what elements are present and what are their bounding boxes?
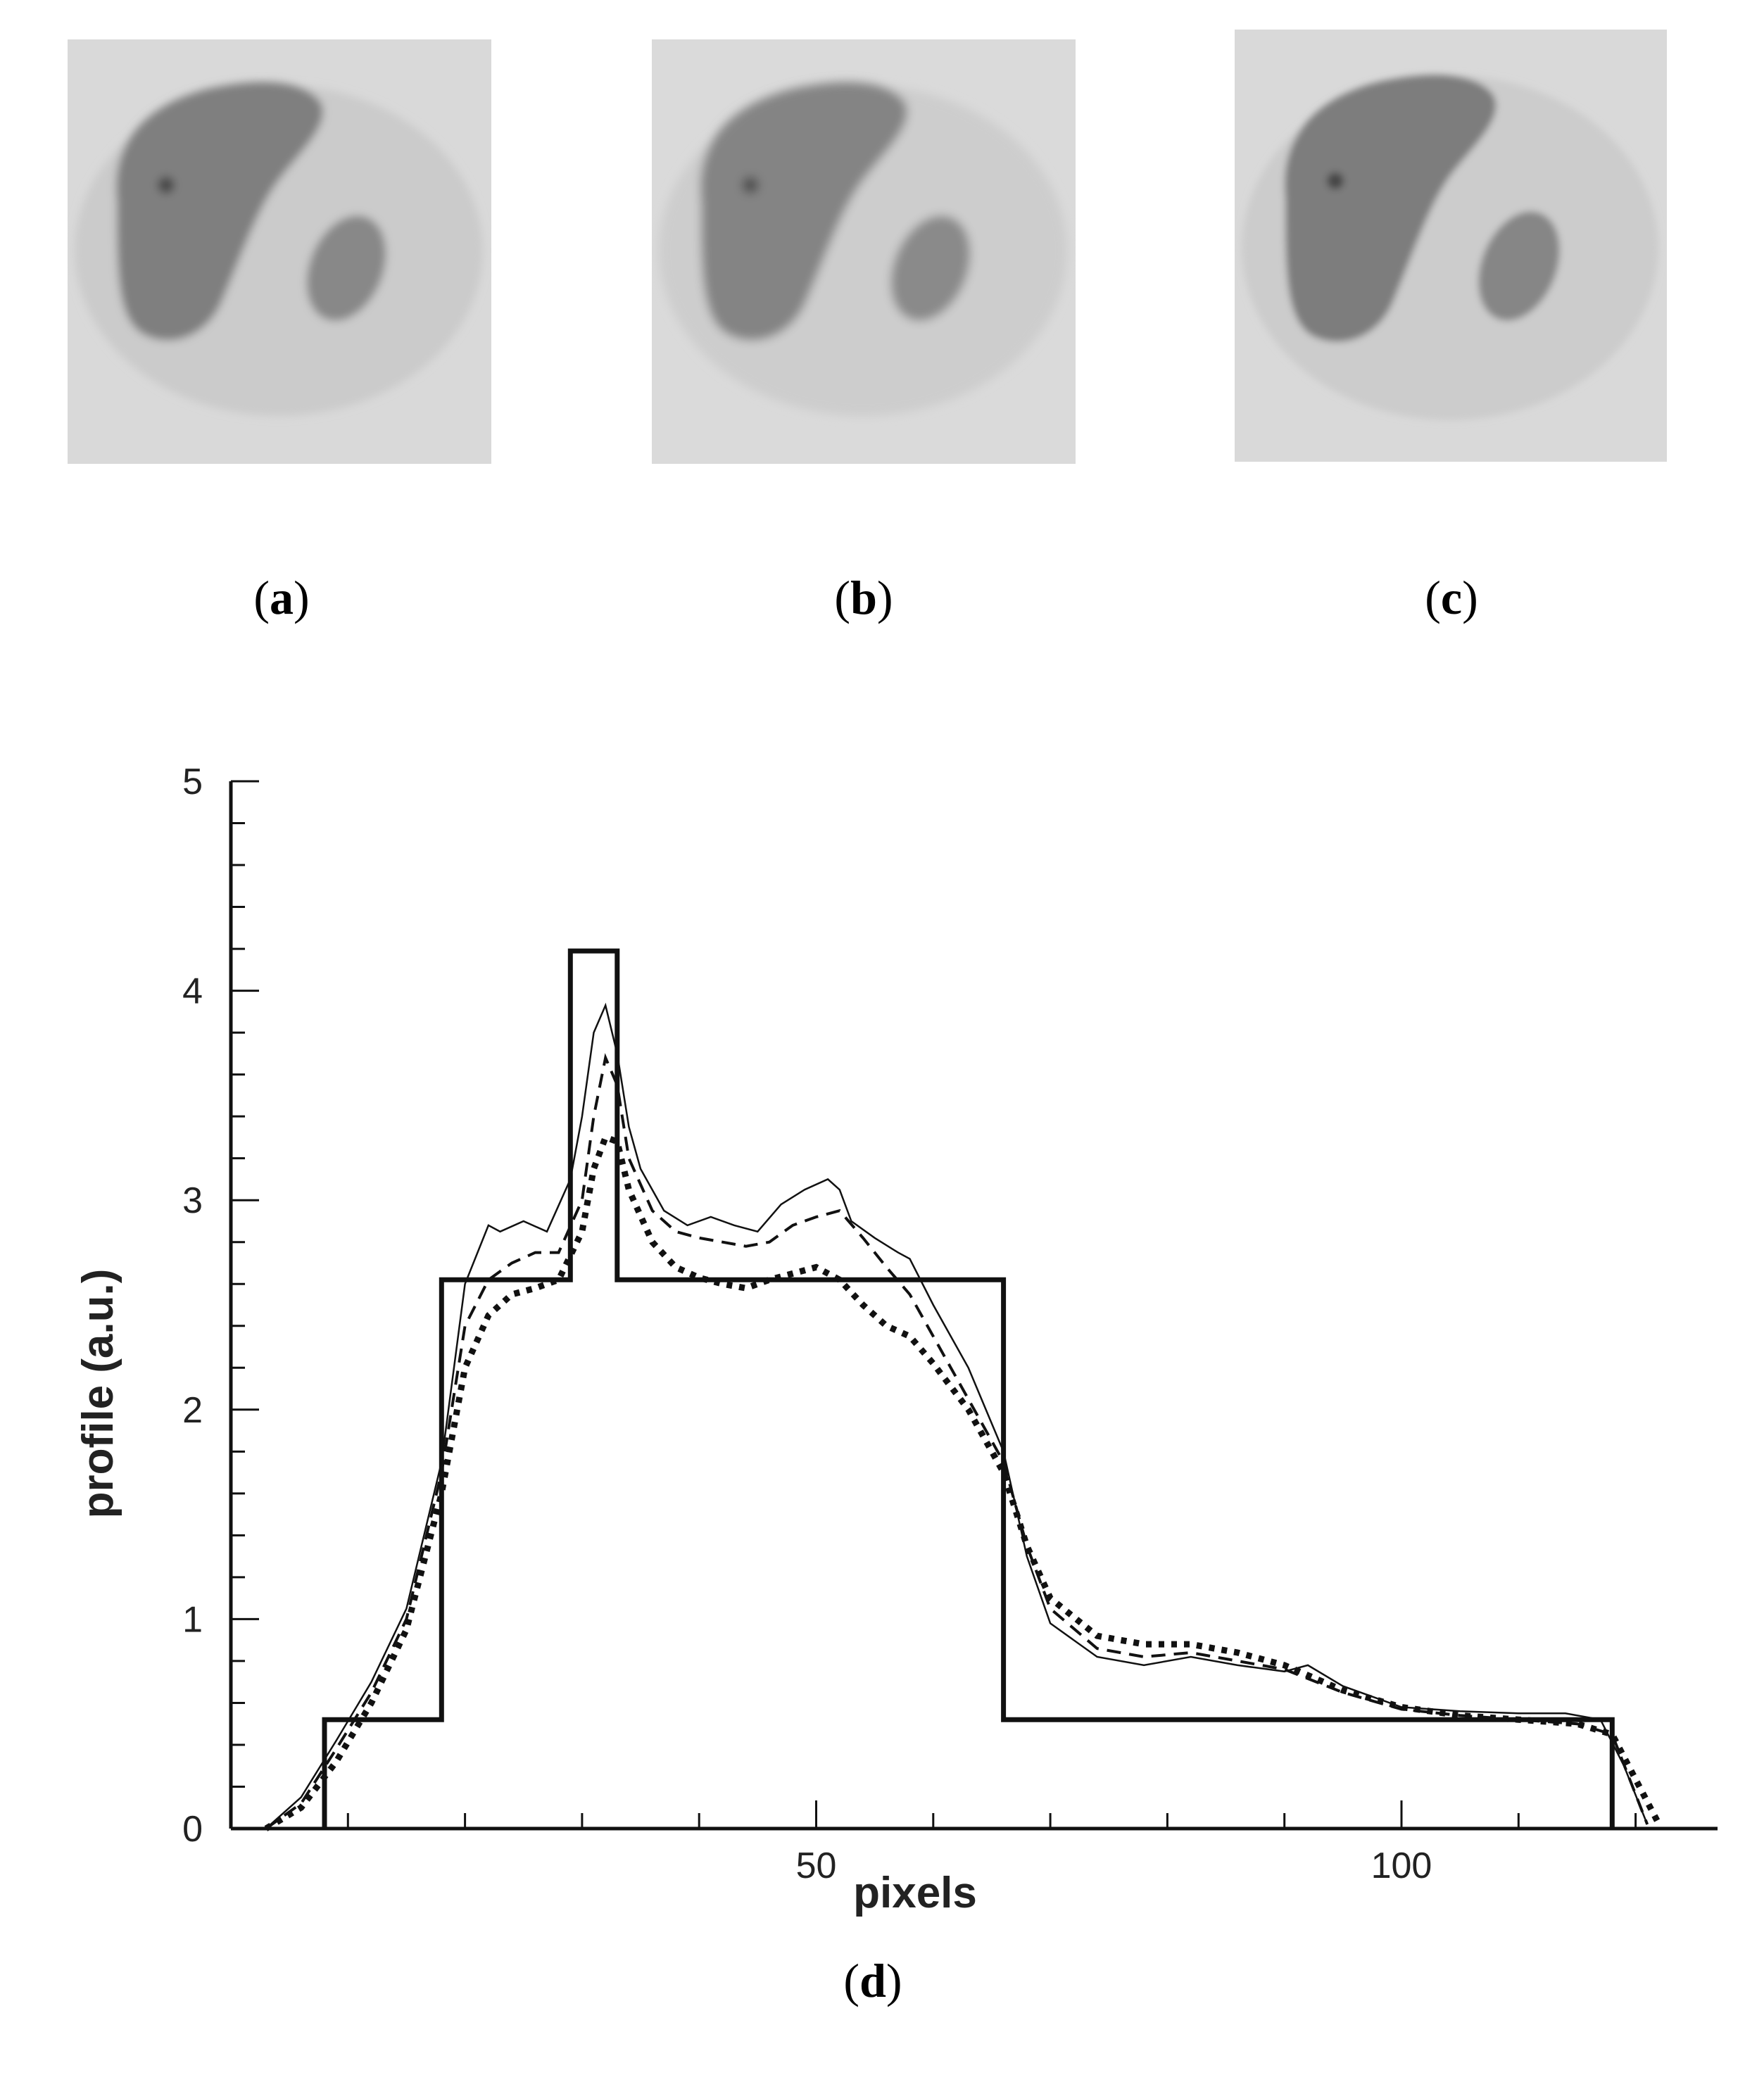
panel-label-b: (b) <box>834 571 893 624</box>
x-tick-label: 100 <box>1371 1845 1432 1886</box>
phantom-kidney <box>1478 211 1560 321</box>
phantom-lesion <box>742 177 759 194</box>
axis-labels: pixels profile (a.u.) <box>74 1269 977 1917</box>
phantom-kidney <box>306 215 386 321</box>
x-tick-label: 50 <box>796 1845 837 1886</box>
y-tick-label: 4 <box>182 971 203 1012</box>
profile-chart-svg: 0 1 2 3 4 5 50 100 pixels profile (a.u.) <box>74 762 1718 1917</box>
panel-label-a: (a) <box>253 571 310 624</box>
profile-chart: 0 1 2 3 4 5 50 100 pixels profile (a.u.) <box>0 725 1764 2020</box>
y-tick-label: 3 <box>182 1180 203 1221</box>
phantom-image-a <box>68 39 491 464</box>
phantom-liver <box>115 82 323 341</box>
x-axis-label: pixels <box>853 1869 977 1917</box>
y-tick-label: 0 <box>182 1809 203 1850</box>
panel-label-d: (d) <box>843 1954 902 2007</box>
y-tick-label: 5 <box>182 762 203 802</box>
series-line-dashed <box>265 1053 1649 1830</box>
y-axis-label: profile (a.u.) <box>74 1269 122 1519</box>
phantom-lesion <box>1327 172 1344 189</box>
phantom-liver <box>1284 75 1497 342</box>
phantom-lesion <box>158 177 175 194</box>
series-line-dotted <box>264 1133 1662 1831</box>
y-tick-label: 2 <box>182 1390 203 1431</box>
phantom-image-c <box>1235 30 1667 462</box>
y-tick-label: 1 <box>182 1599 203 1640</box>
phantom-image-b <box>652 39 1076 464</box>
phantom-kidney <box>890 215 971 321</box>
series-line-thin-solid <box>265 1002 1649 1829</box>
axes: 0 1 2 3 4 5 50 100 <box>182 762 1718 1886</box>
phantom-liver <box>700 82 907 341</box>
series-line-thick-solid <box>322 948 1615 1829</box>
panel-label-c: (c) <box>1425 571 1478 624</box>
series-layer <box>264 948 1662 1831</box>
